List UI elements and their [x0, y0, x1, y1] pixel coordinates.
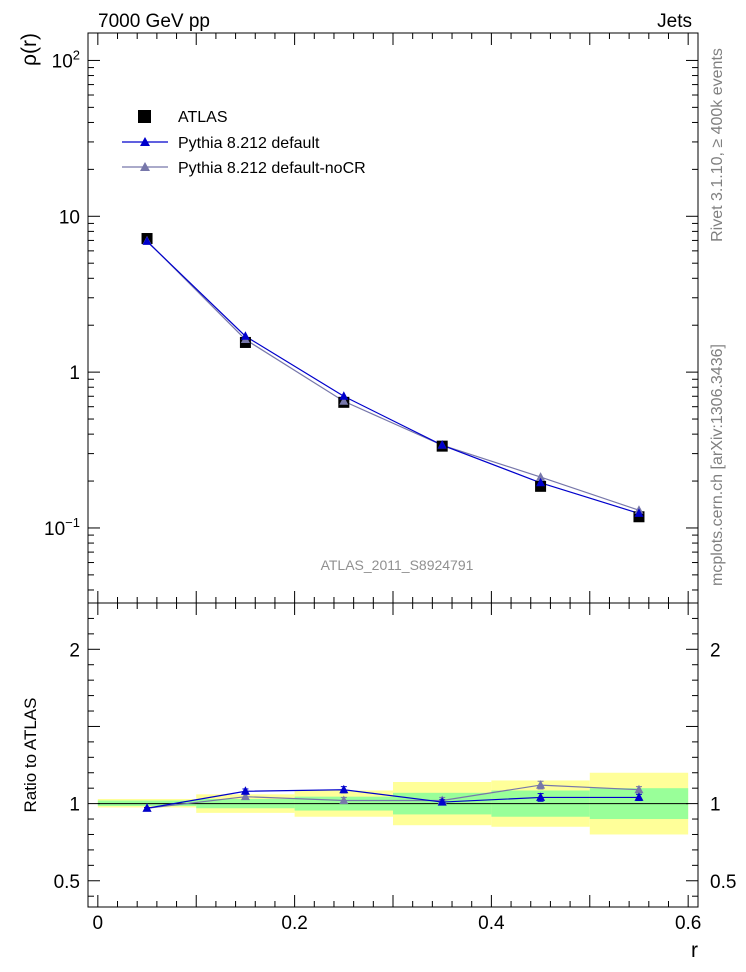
ratio-y-axis: 0.5 0.5 1 1 2 2	[54, 617, 736, 897]
ratio-y-tick-label-left: 1	[69, 795, 80, 816]
legend-label-pythia-nocr: Pythia 8.212 default-noCR	[178, 160, 366, 177]
main-point-pythia-nocr	[536, 472, 546, 481]
ratio-point-pythia-default	[536, 792, 546, 801]
ratio-x-tick-label: 0	[93, 913, 104, 934]
ratio-y-tick-label-left: 0.5	[54, 872, 80, 893]
ratio-point-pythia-default	[634, 792, 644, 801]
ratio-point-pythia-default	[339, 784, 349, 794]
main-point-pythia-nocr	[339, 396, 349, 405]
ratio-panel: 0.5 0.5 1 1 2 2 0 0.2 0.4 0.6 Ratio to ATLAS r	[21, 602, 736, 962]
main-point-pythia-default	[339, 391, 349, 400]
ratio-y-axis-title: Ratio to ATLAS	[21, 698, 40, 813]
main-y-axis-title: ρ(r)	[18, 33, 41, 66]
main-point-pythia-default	[437, 440, 447, 449]
ratio-x-tick-label: 0.4	[478, 913, 505, 934]
legend: ATLAS Pythia 8.212 default Pythia 8.212 …	[122, 109, 366, 177]
main-y-tick-label: 102	[52, 47, 80, 72]
ratio-x-axis: 0 0.2 0.4 0.6	[93, 603, 701, 934]
main-point-pythia-default	[240, 331, 250, 340]
ratio-y-tick-label-right: 2	[710, 640, 721, 661]
ratio-line-pythia-default	[146, 789, 639, 809]
ratio-point-pythia-default	[142, 803, 152, 812]
mcplots-reference-label: mcplots.cern.ch [arXiv:1306.3436]	[709, 344, 726, 586]
ratio-y-tick-label-left: 2	[69, 640, 80, 661]
ratio-frame	[87, 602, 699, 908]
process-title: Jets	[657, 11, 692, 32]
ratio-point-pythia-nocr	[634, 784, 644, 794]
ratio-point-pythia-nocr	[339, 795, 349, 805]
main-point-pythia-default	[536, 477, 546, 487]
ratio-y-tick-label-right: 1	[710, 795, 721, 816]
legend-label-pythia-default: Pythia 8.212 default	[178, 135, 320, 152]
main-line-pythia-default	[146, 240, 640, 514]
ratio-y-tick-label-right: 0.5	[710, 872, 736, 893]
legend-marker-pythia-nocr	[140, 162, 150, 171]
ratio-point-pythia-default	[240, 786, 250, 795]
legend-label-atlas: ATLAS	[178, 109, 228, 126]
rivet-version-label: Rivet 3.1.10, ≥ 400k events	[709, 48, 726, 242]
analysis-watermark: ATLAS_2011_S8924791	[321, 557, 474, 573]
ratio-line-pythia-nocr	[146, 784, 639, 809]
ratio-point-pythia-nocr	[240, 791, 250, 801]
ratio-x-tick-label: 0.2	[281, 913, 307, 934]
ratio-point-pythia-default	[437, 797, 447, 806]
main-y-tick-label: 1	[69, 363, 80, 384]
legend-marker-pythia-default	[140, 137, 150, 146]
ratio-x-tick-label: 0.6	[675, 913, 701, 934]
main-point-pythia-default	[142, 236, 152, 245]
main-point-atlas	[535, 480, 547, 492]
ratio-series-layer	[142, 780, 644, 812]
legend-marker-atlas	[138, 110, 151, 123]
main-line-pythia-nocr	[146, 240, 640, 511]
main-series-layer	[141, 233, 645, 523]
main-x-ticks	[97, 33, 689, 603]
collision-title: 7000 GeV pp	[98, 11, 210, 32]
main-panel: ATLAS_2011_S8924791 10−1 1 10 102 ρ(r)	[18, 32, 699, 604]
main-y-tick-label: 10	[59, 207, 80, 228]
main-y-tick-label: 10−1	[44, 515, 80, 540]
main-y-axis: 10−1 1 10 102	[44, 47, 698, 591]
x-axis-title: r	[691, 939, 698, 962]
ratio-point-pythia-nocr	[536, 780, 546, 789]
main-point-pythia-default	[634, 508, 644, 517]
